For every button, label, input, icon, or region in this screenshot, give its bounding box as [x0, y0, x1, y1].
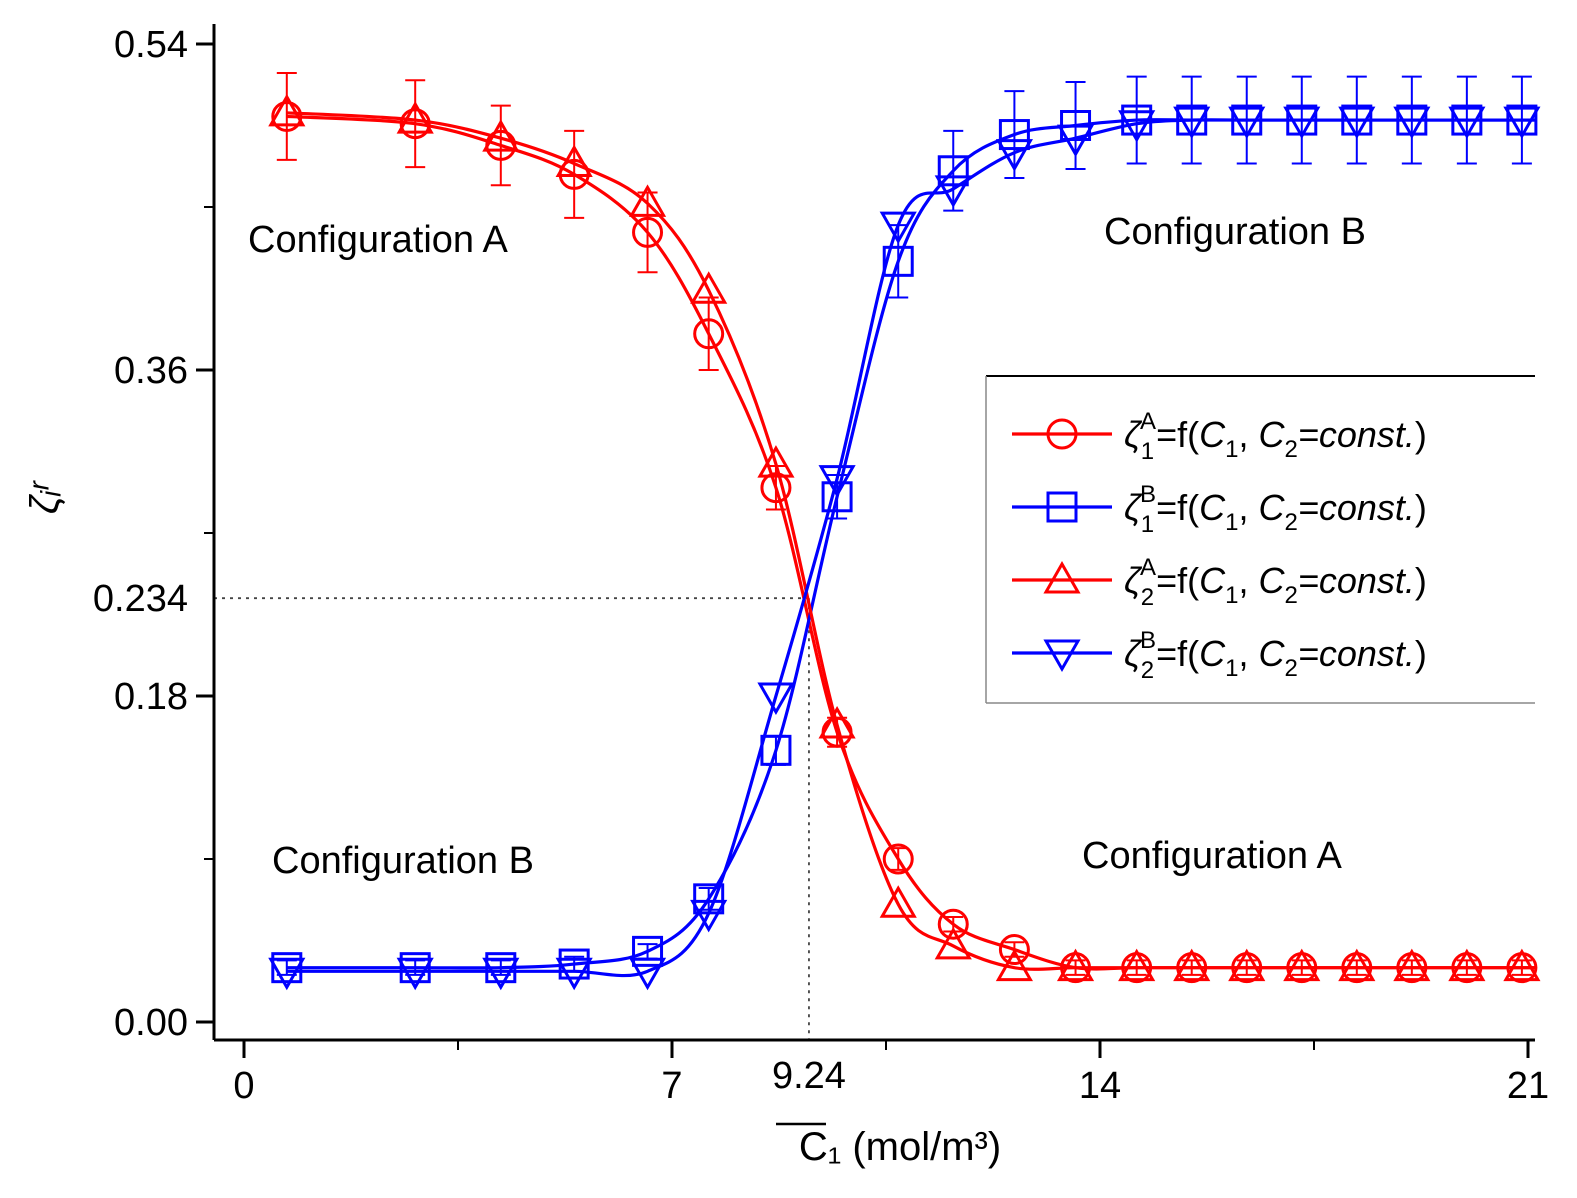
legend-marker — [1046, 491, 1078, 523]
data-point — [482, 119, 520, 152]
x-tick-label: 0 — [233, 1065, 254, 1107]
data-point — [934, 926, 972, 960]
legend-label: ζ1B=f(C1, C2=const.) — [1124, 481, 1427, 538]
data-point — [1121, 104, 1153, 136]
series-ζ2A — [268, 93, 1541, 982]
data-point — [1228, 948, 1266, 982]
data-point — [760, 472, 792, 504]
x-axis-title: C₁ (mol/m³) — [799, 1125, 1001, 1169]
data-point — [1503, 106, 1541, 140]
data-point — [818, 705, 856, 739]
y-extra-tick-label: 0.234 — [93, 578, 188, 620]
y-tick-label: 0.36 — [114, 350, 188, 392]
data-point — [882, 245, 914, 277]
data-point — [693, 318, 725, 350]
y-axis-title: ζᵢʳ — [23, 480, 67, 515]
labels: 0.00 0.18 0.36 0.54 0.234 0 7 14 21 9.24 Configura… — [23, 24, 1549, 1169]
data-point — [1118, 110, 1156, 143]
guide-lines — [214, 597, 810, 1040]
data-point — [818, 465, 856, 498]
data-point — [1283, 948, 1321, 982]
data-point — [998, 934, 1030, 966]
x-extra-tick-label: 9.24 — [772, 1055, 846, 1097]
data-point — [1056, 948, 1095, 982]
x-tick-label: 14 — [1079, 1065, 1121, 1107]
data-point — [1503, 948, 1541, 982]
data-point — [1448, 948, 1486, 982]
data-point — [1393, 106, 1431, 140]
legend-entry: ζ1A=f(C1, C2=const.) — [1012, 408, 1427, 465]
data-point — [1338, 948, 1376, 982]
data-point — [271, 952, 303, 984]
data-point — [1173, 948, 1211, 982]
y-tick-label: 0.00 — [114, 1002, 188, 1044]
config-a-top-label: Configuration A — [248, 219, 508, 261]
series-ζ2B — [268, 106, 1541, 991]
axes — [196, 24, 1535, 1058]
data-point — [882, 843, 914, 875]
data-point — [399, 952, 431, 984]
data-point — [1173, 106, 1211, 140]
data-point — [757, 682, 795, 716]
data-point — [934, 175, 972, 208]
legend-marker — [1046, 418, 1078, 450]
data-point — [485, 952, 517, 984]
data-point — [1283, 106, 1321, 140]
series-layer — [268, 71, 1541, 991]
data-point — [1056, 124, 1095, 158]
legend-entry: ζ1B=f(C1, C2=const.) — [1012, 481, 1427, 538]
y-tick-label: 0.18 — [114, 676, 188, 718]
data-point — [998, 119, 1030, 151]
data-point — [628, 184, 667, 217]
data-point — [995, 139, 1033, 172]
data-point — [690, 271, 728, 304]
data-point — [271, 100, 303, 132]
data-point — [1228, 106, 1266, 140]
data-point — [1338, 106, 1376, 140]
data-point — [628, 957, 667, 991]
legend-label: ζ2B=f(C1, C2=const.) — [1124, 627, 1427, 684]
data-point — [268, 93, 306, 127]
x-tick-label: 21 — [1507, 1065, 1549, 1107]
x-tick-label: 7 — [661, 1065, 682, 1107]
legend-marker — [1043, 560, 1081, 594]
legend-marker — [1043, 639, 1081, 673]
data-point — [555, 144, 593, 178]
data-point — [1118, 948, 1156, 982]
data-point — [268, 957, 306, 991]
y-tick-label: 0.54 — [114, 24, 188, 66]
series-line — [286, 118, 1535, 978]
data-point — [396, 101, 434, 134]
data-point — [632, 216, 664, 248]
data-point — [995, 948, 1033, 982]
data-point — [757, 445, 795, 478]
data-point — [396, 957, 434, 991]
config-a-bottom-label: Configuration A — [1082, 835, 1342, 877]
series-line — [286, 111, 1535, 971]
legend-entry: ζ2B=f(C1, C2=const.) — [1012, 627, 1427, 684]
data-point — [937, 908, 969, 940]
legend-label: ζ1A=f(C1, C2=const.) — [1124, 408, 1427, 465]
data-point — [632, 935, 664, 967]
data-point — [690, 899, 728, 933]
data-point — [1393, 948, 1431, 982]
data-point — [879, 211, 917, 245]
data-point — [399, 108, 431, 140]
config-b-top-label: Configuration B — [1104, 211, 1366, 253]
data-point — [1448, 106, 1486, 140]
data-point — [879, 885, 917, 918]
config-b-bottom-label: Configuration B — [272, 840, 534, 882]
data-point — [482, 957, 520, 991]
data-point — [555, 957, 593, 991]
legend-entry: ζ2A=f(C1, C2=const.) — [1012, 554, 1427, 611]
legend-label: ζ2A=f(C1, C2=const.) — [1124, 554, 1427, 611]
data-point — [937, 155, 969, 187]
legend: ζ1A=f(C1, C2=const.) ζ1B=f(C1, C2=const.)… — [985, 375, 1535, 704]
